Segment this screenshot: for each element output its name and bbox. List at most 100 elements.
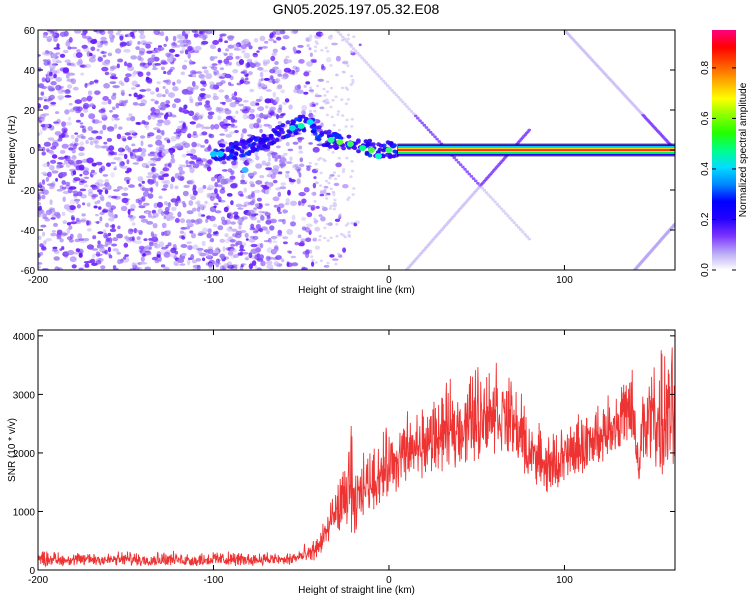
noise-dot [220, 80, 226, 84]
noise-dot [188, 110, 195, 117]
noise-dot [264, 188, 270, 195]
noise-dot [71, 264, 77, 269]
noise-dot [131, 80, 138, 87]
noise-dot [91, 194, 96, 200]
noise-dot [242, 242, 247, 247]
noise-dot [329, 204, 333, 208]
noise-dot [78, 238, 86, 241]
noise-dot [257, 106, 265, 112]
noise-dot [258, 46, 263, 50]
noise-dot [284, 98, 290, 103]
noise-dot [79, 174, 83, 177]
noise-dot [172, 35, 177, 42]
ramp-dot [241, 153, 246, 158]
noise-dot [255, 155, 260, 161]
ramp-dot [352, 146, 358, 151]
noise-dot [350, 125, 354, 128]
noise-dot [197, 212, 202, 217]
ramp-dot [385, 140, 391, 145]
noise-dot [147, 80, 153, 84]
noise-dot [187, 52, 191, 59]
noise-dot [299, 163, 305, 168]
noise-dot [181, 46, 186, 52]
noise-dot [116, 186, 123, 190]
noise-dot [145, 43, 151, 49]
noise-dot [94, 182, 100, 185]
noise-dot [174, 218, 180, 223]
noise-dot [328, 207, 332, 210]
noise-dot [346, 33, 351, 37]
noise-dot [219, 133, 226, 136]
noise-dot [248, 108, 255, 113]
noise-dot [231, 96, 238, 101]
noise-dot [189, 98, 194, 104]
noise-dot [157, 46, 165, 51]
alias-dot [407, 107, 412, 111]
alias-dot [396, 95, 401, 99]
y-tick-label: 2000 [13, 449, 36, 460]
noise-dot [188, 60, 193, 66]
noise-dot [248, 263, 254, 270]
x-tick-label: 0 [386, 275, 392, 286]
noise-dot [41, 151, 46, 156]
noise-dot [152, 156, 158, 163]
noise-dot [136, 236, 141, 241]
alias-dot [401, 100, 405, 104]
noise-dot [217, 107, 224, 112]
noise-dot [125, 73, 132, 78]
noise-dot [205, 73, 213, 80]
noise-dot [79, 112, 85, 118]
noise-dot [163, 119, 171, 126]
ramp-dot [323, 130, 328, 135]
noise-dot [326, 50, 330, 53]
noise-dot [230, 171, 234, 176]
noise-dot [191, 233, 196, 239]
noise-dot [71, 155, 77, 160]
noise-dot [265, 105, 269, 109]
noise-dot [237, 207, 244, 210]
noise-dot [294, 164, 299, 168]
noise-dot [113, 151, 118, 156]
noise-dot [316, 84, 320, 88]
noise-dot [111, 106, 116, 111]
noise-dot [38, 97, 44, 101]
noise-dot [163, 251, 171, 258]
noise-dot [273, 261, 279, 267]
colorbar-tick-label: 0.0 [700, 263, 711, 277]
noise-dot [272, 48, 278, 53]
noise-dot [240, 44, 247, 50]
alias-dot [523, 233, 527, 236]
noise-dot [76, 49, 81, 53]
noise-dot [62, 191, 70, 194]
noise-dot [176, 79, 182, 84]
ramp-dot [241, 139, 246, 144]
noise-dot [268, 80, 276, 83]
noise-dot [62, 196, 66, 202]
noise-dot [155, 87, 160, 93]
ramp-dot [266, 142, 272, 146]
noise-dot [160, 59, 167, 65]
noise-dot [306, 61, 313, 67]
noise-dot [279, 186, 287, 190]
noise-dot [241, 216, 248, 220]
noise-dot [335, 223, 339, 226]
noise-dot [180, 263, 186, 266]
noise-dot [140, 135, 146, 139]
noise-dot [239, 265, 244, 270]
alias-dot [394, 93, 399, 97]
ramp-dot [384, 152, 390, 157]
noise-dot [204, 200, 208, 205]
noise-dot [275, 30, 282, 36]
noise-dot [329, 34, 333, 38]
noise-dot [142, 62, 150, 69]
noise-dot [141, 195, 146, 202]
noise-dot [130, 116, 136, 122]
noise-dot [198, 73, 205, 79]
noise-dot [318, 234, 322, 238]
noise-dot [191, 141, 197, 148]
noise-dot [156, 201, 163, 208]
noise-dot [274, 244, 279, 250]
noise-dot [72, 86, 79, 91]
noise-dot [180, 244, 188, 248]
